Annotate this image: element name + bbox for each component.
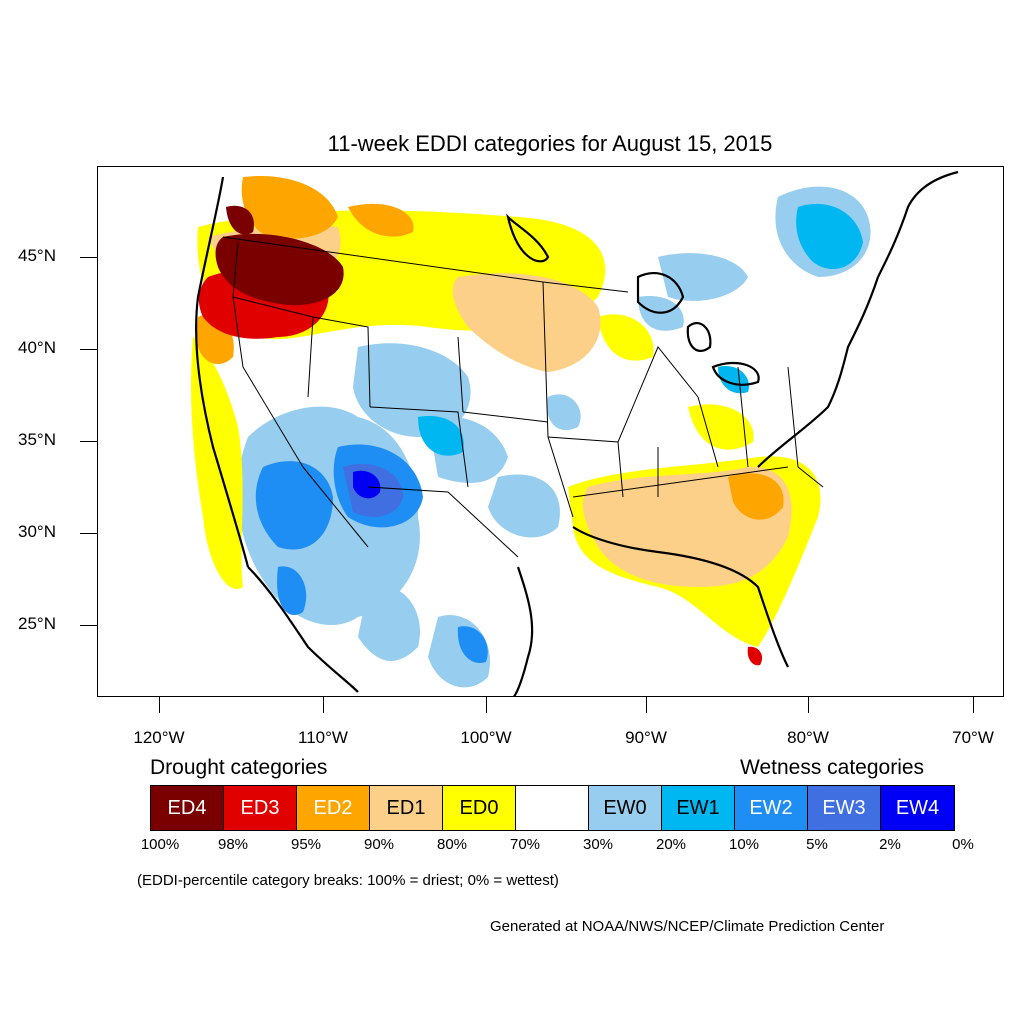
drought-ed4-regions xyxy=(215,205,344,306)
lon-tick xyxy=(646,697,647,713)
lat-label: 45°N xyxy=(18,246,56,265)
lon-label: 110°W xyxy=(298,728,348,747)
lat-label: 25°N xyxy=(18,614,56,633)
lon-tick xyxy=(159,697,160,713)
legend-swatch-ed0: ED0 xyxy=(443,786,516,830)
percentile-label: 80% xyxy=(436,836,468,853)
lon-label: 90°W xyxy=(625,728,667,747)
lat-label: 30°N xyxy=(18,522,56,541)
percentile-label: 20% xyxy=(655,836,687,853)
percentile-label: 100% xyxy=(140,836,180,853)
wetness-ew1-ew2-regions xyxy=(255,203,863,663)
legend-swatch-ew0: EW0 xyxy=(589,786,662,830)
legend-swatch-ew4: EW4 xyxy=(881,786,954,830)
legend-swatch-ed2: ED2 xyxy=(297,786,370,830)
legend-swatch-ed4: ED4 xyxy=(151,786,224,830)
lat-tick xyxy=(80,349,97,350)
map-title: 11-week EDDI categories for August 15, 2… xyxy=(327,131,773,156)
percentile-label: 0% xyxy=(952,836,974,853)
legend-swatch-normal xyxy=(516,786,589,830)
lon-label: 120°W xyxy=(133,728,185,747)
coastlines xyxy=(195,170,959,696)
category-note: (EDDI-percentile category breaks: 100% =… xyxy=(137,872,559,889)
percentile-label: 10% xyxy=(728,836,760,853)
lon-tick xyxy=(973,697,974,713)
lon-tick xyxy=(323,697,324,713)
lon-label: 70°W xyxy=(952,728,994,747)
legend-color-bar: ED4 ED3 ED2 ED1 ED0 EW0 EW1 EW2 EW3 EW4 xyxy=(150,785,955,831)
percentile-label: 5% xyxy=(806,836,828,853)
eddi-map xyxy=(97,166,1004,697)
lon-label: 80°W xyxy=(787,728,829,747)
state-boundaries xyxy=(222,236,824,558)
percentile-label: 2% xyxy=(879,836,901,853)
percentile-label: 70% xyxy=(509,836,541,853)
percentile-label: 98% xyxy=(217,836,249,853)
drought-ed2-regions xyxy=(196,176,784,520)
legend-swatch-ew3: EW3 xyxy=(808,786,881,830)
lon-label: 100°W xyxy=(460,728,512,747)
lat-tick xyxy=(80,533,97,534)
percentile-label: 30% xyxy=(582,836,614,853)
lat-tick xyxy=(80,625,97,626)
percentile-label: 95% xyxy=(290,836,322,853)
legend-swatch-ed1: ED1 xyxy=(370,786,443,830)
legend-swatch-ew2: EW2 xyxy=(735,786,808,830)
lon-tick xyxy=(486,697,487,713)
lon-tick xyxy=(808,697,809,713)
legend-swatch-ew1: EW1 xyxy=(662,786,735,830)
credit-line: Generated at NOAA/NWS/NCEP/Climate Predi… xyxy=(490,918,885,935)
drought-heading: Drought categories xyxy=(150,756,328,779)
lat-label: 35°N xyxy=(18,430,56,449)
legend-swatch-ed3: ED3 xyxy=(224,786,297,830)
lat-tick xyxy=(80,441,97,442)
lat-tick xyxy=(80,257,97,258)
lat-label: 40°N xyxy=(18,338,56,357)
map-canvas xyxy=(191,170,959,696)
percentile-label: 90% xyxy=(363,836,395,853)
wetness-heading: Wetness categories xyxy=(740,756,925,779)
